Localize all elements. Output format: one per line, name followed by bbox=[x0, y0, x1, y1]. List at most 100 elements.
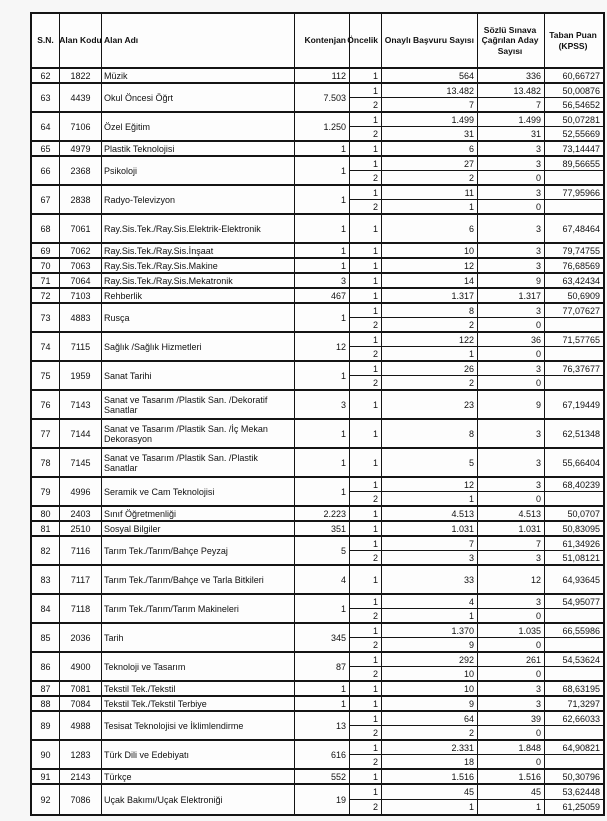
cell-serial-number: 86 bbox=[32, 653, 60, 680]
cell-alan-kodu: 7064 bbox=[60, 274, 102, 287]
cell-taban-puan bbox=[545, 492, 603, 505]
oncelik-subrow: 1 12 3 76,68569 bbox=[350, 259, 603, 272]
cell-serial-number: 78 bbox=[32, 449, 60, 476]
cell-alan-kodu: 4883 bbox=[60, 304, 102, 331]
cell-alan-adi: Sanat ve Tasarım /Plastik San. /Plastik … bbox=[102, 449, 295, 476]
cell-alan-kodu: 7081 bbox=[60, 682, 102, 695]
cell-sozlu-cagrilan: 36 bbox=[478, 333, 545, 346]
cell-alan-adi: Okul Öncesi Öğrt bbox=[102, 84, 295, 111]
cell-onayli-basvuru: 12 bbox=[382, 478, 478, 491]
cell-oncelik: 1 bbox=[350, 362, 382, 375]
oncelik-subrow: 1 33 12 64,93645 bbox=[350, 566, 603, 593]
cell-alan-adi: Ray.Sis.Tek./Ray.Sis.Makine bbox=[102, 259, 295, 272]
cell-sozlu-cagrilan: 7 bbox=[478, 537, 545, 550]
cell-oncelik: 1 bbox=[350, 653, 382, 666]
cell-onayli-basvuru: 8 bbox=[382, 304, 478, 317]
table-row: 89 4988 Tesisat Teknolojisi ve İklimlendir… bbox=[32, 712, 603, 741]
cell-onayli-basvuru: 1.031 bbox=[382, 522, 478, 535]
header-taban-puan: Taban Puan (KPSS) bbox=[549, 30, 597, 51]
cell-oncelik: 2 bbox=[350, 347, 382, 360]
cell-sozlu-cagrilan: 336 bbox=[478, 69, 545, 82]
cell-taban-puan bbox=[545, 376, 603, 389]
cell-onayli-basvuru: 2.331 bbox=[382, 741, 478, 754]
cell-kontenjan: 1 bbox=[295, 595, 350, 622]
oncelik-subrow: 1 1.499 1.499 50,07281 bbox=[350, 113, 603, 126]
oncelik-subrows: 1 1.031 1.031 50,83095 bbox=[350, 522, 603, 535]
cell-sozlu-cagrilan: 3 bbox=[478, 157, 545, 170]
cell-sozlu-cagrilan: 45 bbox=[478, 785, 545, 799]
oncelik-subrows: 1 6 3 73,14447 bbox=[350, 142, 603, 155]
table-row: 77 7144 Sanat ve Tasarım /Plastik San. /İç… bbox=[32, 420, 603, 449]
cell-kontenjan: 3 bbox=[295, 391, 350, 418]
cell-sozlu-cagrilan: 12 bbox=[478, 566, 545, 593]
cell-taban-puan: 50,83095 bbox=[562, 523, 600, 534]
table-row: 86 4900 Teknoloji ve Tasarım 87 1 292 261 54,53… bbox=[32, 653, 603, 682]
cell-alan-adi: Özel Eğitim bbox=[102, 113, 295, 140]
cell-onayli-basvuru: 6 bbox=[382, 215, 478, 242]
cell-kontenjan: 1 bbox=[295, 697, 350, 710]
oncelik-subrow: 1 5 3 55,66404 bbox=[350, 449, 603, 476]
cell-onayli-basvuru: 1 bbox=[382, 800, 478, 814]
cell-alan-kodu: 2368 bbox=[60, 157, 102, 184]
header-oncelik: Öncelik bbox=[347, 14, 382, 67]
cell-serial-number: 70 bbox=[32, 259, 60, 272]
cell-oncelik: 1 bbox=[350, 522, 382, 535]
cell-onayli-basvuru: 10 bbox=[382, 682, 478, 695]
cell-oncelik: 1 bbox=[350, 333, 382, 346]
table-row: 62 1822 Müzik 112 1 564 336 60,66727 bbox=[32, 69, 603, 84]
cell-alan-kodu: 1959 bbox=[60, 362, 102, 389]
oncelik-subrows: 1 1.317 1.317 50,6909 bbox=[350, 289, 603, 302]
cell-oncelik: 2 bbox=[350, 318, 382, 331]
oncelik-subrows: 1 1.516 1.516 50,30796 bbox=[350, 770, 603, 783]
cell-alan-adi: Psikoloji bbox=[102, 157, 295, 184]
cell-alan-adi: Uçak Bakımı/Uçak Elektroniği bbox=[102, 785, 295, 814]
oncelik-subrow: 1 4.513 4.513 50,0707 bbox=[350, 507, 603, 520]
cell-oncelik: 1 bbox=[350, 259, 382, 272]
cell-sozlu-cagrilan: 0 bbox=[478, 726, 545, 739]
oncelik-subrow: 2 31 31 52,55669 bbox=[350, 126, 603, 140]
oncelik-subrows: 1 33 12 64,93645 bbox=[350, 566, 603, 593]
cell-kontenjan: 1 bbox=[295, 186, 350, 213]
oncelik-subrows: 1 11 3 77,95966 2 1 0 bbox=[350, 186, 603, 213]
table-row: 63 4439 Okul Öncesi Öğrt 7.503 1 13.482 13.482… bbox=[32, 84, 603, 113]
cell-oncelik: 1 bbox=[350, 274, 382, 287]
table-row: 69 7062 Ray.Sis.Tek./Ray.Sis.İnşaat 1 1 10 3 79… bbox=[32, 244, 603, 259]
cell-alan-kodu: 4900 bbox=[60, 653, 102, 680]
cell-alan-adi: Tarım Tek./Tarım/Bahçe ve Tarla Bitkiler… bbox=[102, 566, 295, 593]
cell-alan-adi: Sağlık /Sağlık Hizmetleri bbox=[102, 333, 295, 360]
cell-oncelik: 2 bbox=[350, 492, 382, 505]
cell-alan-kodu: 7063 bbox=[60, 259, 102, 272]
cell-onayli-basvuru: 4.513 bbox=[382, 507, 478, 520]
cell-alan-kodu: 2510 bbox=[60, 522, 102, 535]
cell-sozlu-cagrilan: 1.499 bbox=[478, 113, 545, 126]
cell-taban-puan: 68,40239 bbox=[562, 479, 600, 490]
cell-sozlu-cagrilan: 3 bbox=[478, 244, 545, 257]
oncelik-subrows: 1 4.513 4.513 50,0707 bbox=[350, 507, 603, 520]
oncelik-subrow: 1 1.516 1.516 50,30796 bbox=[350, 770, 603, 783]
cell-alan-kodu: 7145 bbox=[60, 449, 102, 476]
cell-taban-puan: 67,19449 bbox=[562, 399, 600, 410]
cell-sozlu-cagrilan: 0 bbox=[478, 638, 545, 651]
oncelik-subrows: 1 26 3 76,37677 2 2 0 bbox=[350, 362, 603, 389]
cell-serial-number: 84 bbox=[32, 595, 60, 622]
cell-kontenjan: 351 bbox=[295, 522, 350, 535]
cell-alan-adi: Ray.Sis.Tek./Ray.Sis.İnşaat bbox=[102, 244, 295, 257]
cell-kontenjan: 7.503 bbox=[295, 84, 350, 111]
cell-taban-puan: 79,74755 bbox=[562, 245, 600, 256]
cell-taban-puan: 50,00876 bbox=[562, 85, 600, 96]
oncelik-subrows: 1 13.482 13.482 50,00876 2 7 7 56,54652 bbox=[350, 84, 603, 111]
cell-alan-adi: Tesisat Teknolojisi ve İklimlendirme bbox=[102, 712, 295, 739]
cell-oncelik: 2 bbox=[350, 755, 382, 768]
cell-onayli-basvuru: 292 bbox=[382, 653, 478, 666]
cell-oncelik: 1 bbox=[350, 478, 382, 491]
header-alan-kodu: Alan Kodu bbox=[59, 14, 102, 67]
cell-onayli-basvuru: 12 bbox=[382, 259, 478, 272]
cell-onayli-basvuru: 45 bbox=[382, 785, 478, 799]
cell-oncelik: 1 bbox=[350, 215, 382, 242]
cell-alan-adi: Tarım Tek./Tarım/Bahçe Peyzaj bbox=[102, 537, 295, 564]
cell-alan-kodu: 7061 bbox=[60, 215, 102, 242]
